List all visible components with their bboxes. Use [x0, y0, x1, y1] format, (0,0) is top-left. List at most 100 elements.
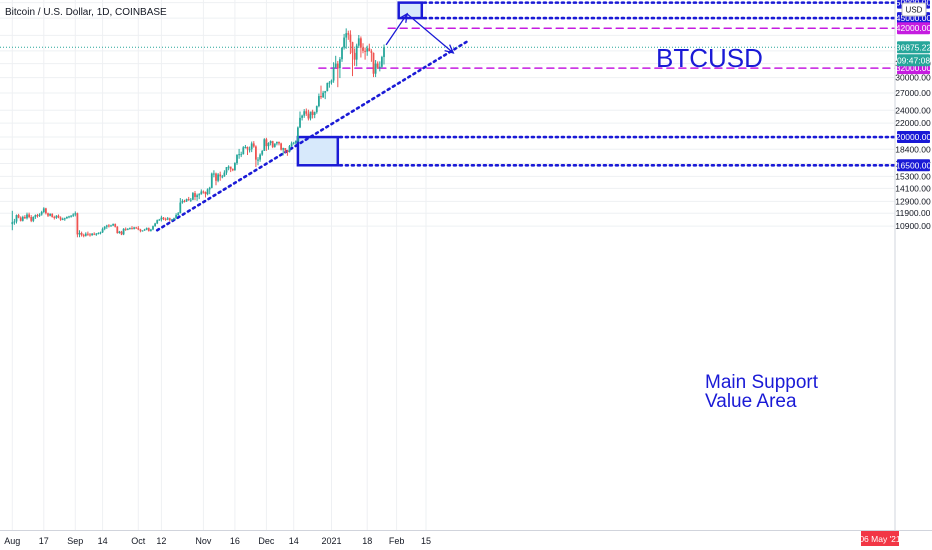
candle-body	[324, 91, 327, 93]
symbol-label: BTCUSD	[656, 43, 763, 73]
current-price-badge: 36875.22 09:47:08	[896, 41, 931, 67]
candle	[372, 52, 375, 78]
candle-body	[194, 193, 196, 197]
candle	[351, 41, 354, 77]
candle	[68, 215, 70, 219]
candle-body	[53, 216, 56, 218]
candle-body	[26, 214, 28, 219]
candle	[330, 79, 333, 85]
candle	[59, 216, 62, 221]
candle-body	[280, 143, 282, 150]
candle	[269, 140, 272, 146]
candle-body	[70, 215, 72, 217]
candle-body	[210, 173, 213, 188]
candle-body	[303, 111, 306, 116]
candle-body	[263, 139, 266, 151]
candle-body	[93, 233, 96, 235]
price-tick-label: 15300.00	[895, 171, 931, 181]
candle-body	[61, 218, 64, 220]
candle	[11, 210, 14, 231]
candle	[17, 213, 20, 219]
candle	[278, 141, 280, 146]
candle	[80, 231, 83, 237]
candle	[179, 198, 182, 214]
candle-body	[66, 216, 68, 219]
candle	[108, 224, 110, 228]
candle	[93, 232, 96, 236]
time-axis[interactable]: Aug 17 Sep 14 Oct 12 Nov 16 Dec 14 2021 18 Feb 15	[4, 536, 431, 546]
candle-body	[78, 233, 81, 235]
candle	[234, 162, 236, 171]
candle-body	[374, 63, 377, 74]
candle-body	[30, 216, 33, 221]
candle-body	[118, 231, 121, 234]
candle-body	[366, 48, 369, 52]
candle	[261, 150, 264, 156]
candle-body	[40, 212, 43, 215]
candle-body	[229, 166, 232, 169]
price-level-badge: 42000.00	[896, 22, 932, 35]
candle-body	[11, 222, 14, 225]
candle	[299, 111, 301, 129]
candle-body	[276, 141, 278, 144]
price-axis[interactable]: 10900.00 11900.00 12900.00 14100.00 15300.00…	[895, 0, 931, 231]
candle-body	[175, 215, 177, 219]
candle	[76, 212, 79, 238]
candle	[250, 141, 253, 153]
candle	[129, 227, 131, 230]
price-axis-background	[895, 0, 932, 550]
candle	[196, 193, 198, 201]
price-level-badge-label: 42000.00	[896, 23, 932, 33]
candle	[288, 144, 291, 153]
candle	[252, 141, 255, 148]
candle	[244, 144, 247, 149]
candle	[378, 61, 381, 72]
candle	[225, 167, 228, 175]
candle	[152, 225, 154, 231]
candle	[240, 151, 243, 158]
candle	[162, 216, 165, 221]
zone-target	[397, 1, 424, 20]
candle-body	[252, 143, 255, 147]
candle-body	[309, 111, 312, 119]
candle-body	[63, 218, 66, 220]
candle	[15, 214, 18, 224]
candle	[315, 105, 318, 114]
candle	[248, 146, 251, 153]
candle-body	[259, 154, 261, 160]
candle-body	[84, 233, 87, 236]
candle-body	[19, 217, 22, 221]
candle	[63, 217, 66, 221]
candle	[24, 215, 26, 219]
candle	[103, 226, 106, 231]
candle-body	[238, 154, 240, 156]
candle	[34, 214, 37, 219]
candle	[208, 186, 211, 195]
candle	[265, 137, 268, 151]
price-tick-label: 27000.00	[895, 88, 931, 98]
candle-body	[158, 219, 161, 221]
candle	[219, 171, 222, 181]
candle	[221, 174, 224, 179]
price-level-badge-label: 32000.00	[896, 63, 932, 73]
candle	[147, 227, 150, 232]
candle-body	[307, 113, 310, 119]
candle	[187, 196, 190, 201]
candle	[311, 109, 314, 119]
candle	[294, 140, 297, 145]
candle	[21, 215, 24, 222]
candle	[51, 213, 54, 218]
candle-body	[24, 216, 26, 219]
candle-body	[217, 174, 219, 181]
candle	[374, 60, 377, 78]
candle	[313, 111, 316, 119]
candle	[70, 215, 72, 218]
candle-body	[376, 63, 379, 68]
candle	[42, 207, 45, 214]
candle	[95, 233, 98, 236]
candle-body	[179, 202, 182, 214]
candle	[154, 222, 156, 227]
candle-body	[381, 57, 383, 67]
candle	[164, 217, 167, 221]
